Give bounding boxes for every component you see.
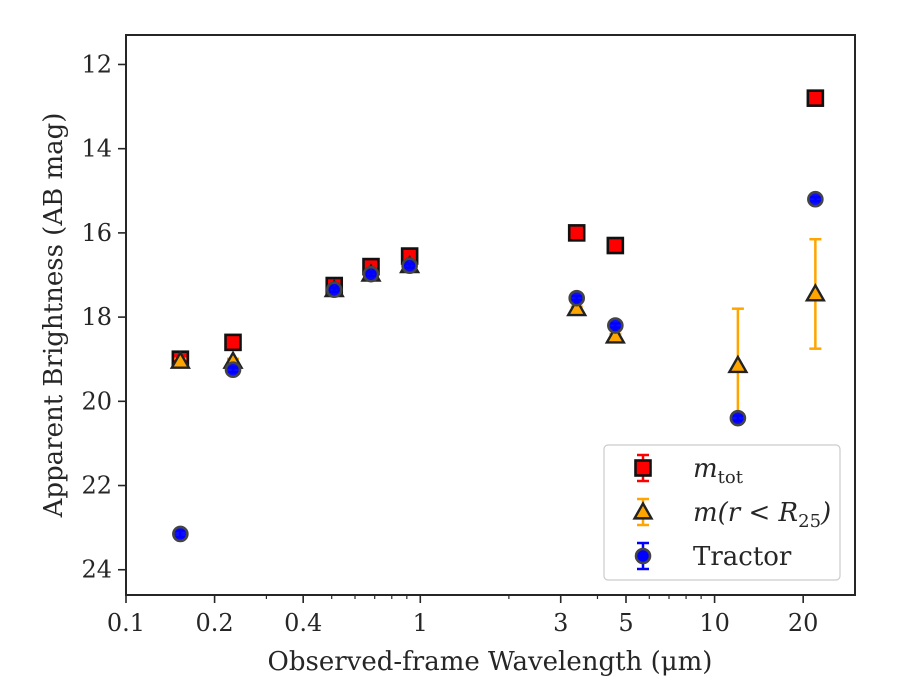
data-point	[566, 297, 588, 317]
data-point	[401, 257, 418, 275]
x-tick-label: 0.1	[107, 609, 145, 637]
x-tick-label: 20	[788, 609, 819, 637]
data-point	[607, 317, 624, 334]
data-point	[568, 289, 586, 307]
ticks-layer: 0.1 0.2 0.4 1 3 5 10 20 12 14 16 18 20 22 24	[81, 50, 818, 637]
series-circle	[172, 190, 824, 543]
x-tick-label: 3	[553, 609, 568, 637]
data-point	[362, 265, 380, 283]
legend-box	[603, 444, 841, 581]
data-point	[224, 361, 242, 379]
axes-frame	[125, 34, 856, 596]
legend-label: Tractor	[693, 542, 792, 572]
legend-entries: mtot m(r < R25) Tractor	[632, 453, 831, 572]
series-square	[171, 89, 825, 369]
x-tick-label: 10	[699, 609, 730, 637]
data-point	[224, 333, 242, 352]
y-tick-label: 14	[81, 135, 112, 163]
x-tick-label: 0.4	[284, 609, 322, 637]
data-point	[169, 350, 191, 369]
x-tick-label: 0.2	[196, 609, 234, 637]
plot-layer	[169, 89, 826, 543]
x-tick-label: 5	[618, 609, 633, 637]
legend: mtot m(r < R25) Tractor	[603, 444, 841, 581]
y-tick-label: 20	[81, 387, 112, 415]
legend-marker	[634, 459, 652, 477]
y-tick-label: 22	[81, 472, 112, 500]
x-axis-label: Observed-frame Wavelength (μm)	[268, 647, 713, 677]
y-tick-label: 24	[81, 556, 112, 584]
data-point	[807, 190, 824, 208]
data-point	[806, 89, 825, 107]
y-tick-label: 18	[81, 303, 112, 331]
data-point	[804, 283, 826, 302]
legend-marker	[632, 501, 654, 520]
data-point	[606, 236, 625, 255]
data-point	[727, 354, 749, 374]
data-point	[567, 224, 586, 242]
data-point	[325, 281, 343, 299]
y-tick-label: 12	[81, 50, 112, 78]
y-tick-label: 16	[81, 219, 112, 247]
x-tick-label: 1	[413, 609, 428, 637]
legend-label: mtot	[693, 454, 744, 488]
y-axis-label: Apparent Brightness (AB mag)	[39, 113, 69, 519]
data-point	[172, 525, 189, 543]
legend-marker	[634, 547, 652, 565]
data-point	[604, 325, 626, 344]
legend-label: m(r < R25)	[693, 498, 831, 532]
data-point	[729, 409, 747, 427]
